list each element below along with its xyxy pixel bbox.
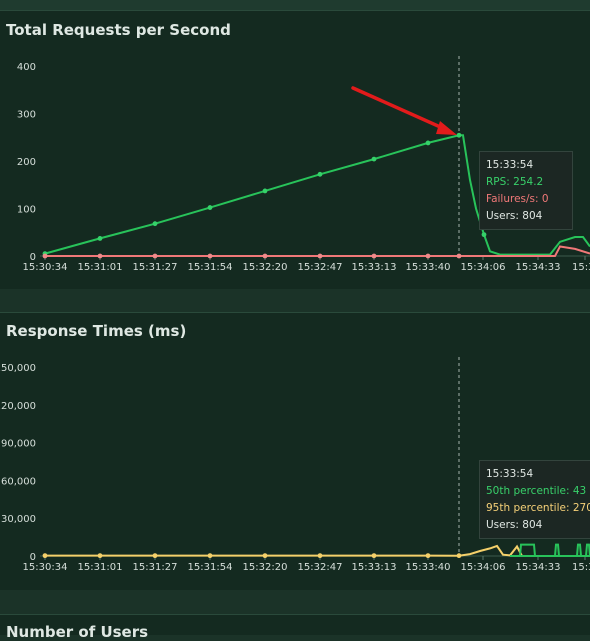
p50-spike [519, 543, 536, 557]
rt-x-tick-label: 15:31:27 [133, 562, 178, 573]
response-times-panel: Response Times (ms) [0, 312, 590, 591]
rt-y-tick-label: 60,000 [1, 476, 36, 487]
rps-y-tick-label: 400 [17, 62, 36, 73]
rt-y-tick-label: 90,000 [1, 439, 36, 450]
rps-point [371, 156, 377, 162]
rt-tooltip-time: 15:33:54 [486, 468, 534, 480]
p95-point [262, 553, 268, 559]
rps-tooltip-users: Users: 804 [486, 210, 543, 222]
rt-y-tick-label: 0 [30, 552, 36, 563]
rt-y-tick-label: 150,000 [0, 363, 36, 374]
rps-y-tick-label: 300 [17, 110, 36, 121]
rps-x-tick-label: 15:32:47 [298, 262, 343, 273]
p95-series-line [45, 544, 590, 557]
rps-x-tick-label: 15:34:06 [461, 262, 506, 273]
rps-chart-title: Total Requests per Second [6, 21, 231, 39]
rps-x-tick-label: 15:3 [572, 262, 590, 273]
p95-point [371, 553, 377, 559]
response-times-tooltip: 15:33:54 50th percentile: 43 95th percen… [479, 460, 590, 539]
rps-x-tick-label: 15:31:01 [78, 262, 123, 273]
annotation-arrow-head [436, 121, 457, 135]
rps-tooltip-rps: RPS: 254.2 [486, 176, 544, 188]
rt-x-tick-label: 15:33:13 [352, 562, 397, 573]
failures-point [42, 253, 48, 259]
users-chart-title: Number of Users [6, 623, 149, 641]
failures-point [97, 253, 103, 259]
p95-point [425, 553, 431, 559]
rt-y-tick-label: 120,000 [0, 401, 36, 412]
rps-point [425, 140, 431, 146]
rps-x-tick-label: 15:31:27 [133, 262, 178, 273]
rt-x-tick-label: 15:32:20 [243, 562, 288, 573]
failures-point [425, 253, 431, 259]
response-times-chart-title: Response Times (ms) [6, 322, 187, 340]
rt-x-tick-label: 15:34:33 [516, 562, 561, 573]
rps-tooltip: 15:33:54 RPS: 254.2 Failures/s: 0 Users:… [479, 151, 573, 230]
rps-x-tick-label: 15:31:54 [188, 262, 233, 273]
p95-point [207, 553, 213, 559]
rt-x-tick-label: 15:31:01 [78, 562, 123, 573]
rps-series-line [44, 134, 590, 256]
rps-point [481, 232, 487, 238]
failures-point [456, 253, 462, 259]
rps-y-tick-label: 200 [17, 157, 36, 168]
p95-point [97, 553, 103, 559]
p95-point [456, 553, 462, 559]
rt-x-tick-label: 15:33:40 [406, 562, 451, 573]
rt-x-tick-label: 15:3 [572, 562, 590, 573]
p50-spike [554, 543, 560, 557]
users-panel: Number of Users [0, 614, 590, 641]
failures-point [152, 253, 158, 259]
rps-point [262, 188, 268, 194]
failures-point [207, 253, 213, 259]
p95-point [317, 553, 323, 559]
rps-point [317, 171, 323, 177]
failures-point [262, 253, 268, 259]
rt-y-tick-label: 30,000 [1, 514, 36, 525]
rps-y-tick-label: 100 [17, 205, 36, 216]
p50-spike [576, 543, 582, 557]
rt-tooltip-p95: 95th percentile: 270 [486, 502, 590, 514]
rt-tooltip-p50: 50th percentile: 43 [486, 485, 587, 497]
rt-x-tick-label: 15:31:54 [188, 562, 233, 573]
rps-point [97, 236, 103, 241]
failures-series-line [45, 245, 590, 257]
rt-x-tick-label: 15:32:47 [298, 562, 343, 573]
annotation-arrow-shaft [351, 86, 449, 132]
failures-point [371, 253, 377, 259]
failures-point [317, 253, 323, 259]
top-band [0, 0, 590, 10]
rps-x-tick-label: 15:33:40 [406, 262, 451, 273]
rps-x-tick-label: 15:33:13 [352, 262, 397, 273]
p50-spike [585, 543, 590, 557]
rps-tooltip-failures: Failures/s: 0 [486, 193, 549, 205]
rt-x-tick-label: 15:34:06 [461, 562, 506, 573]
rps-tooltip-time: 15:33:54 [486, 159, 534, 171]
rps-panel: Total Requests per Second [0, 10, 590, 289]
rps-point [152, 221, 158, 227]
rps-point [456, 132, 462, 138]
rps-x-tick-label: 15:30:34 [23, 262, 68, 273]
p95-point [152, 553, 158, 559]
rt-tooltip-users: Users: 804 [486, 519, 543, 531]
p95-point [42, 553, 48, 559]
rps-x-tick-label: 15:34:33 [516, 262, 561, 273]
rps-y-tick-label: 0 [30, 252, 36, 263]
rt-x-tick-label: 15:30:34 [23, 562, 68, 573]
rps-x-tick-label: 15:32:20 [243, 262, 288, 273]
rps-point [207, 205, 213, 210]
